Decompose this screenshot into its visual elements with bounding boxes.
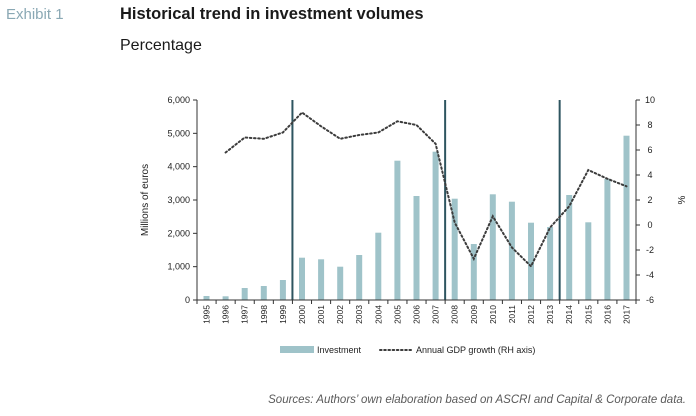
bar-2006 [413, 196, 420, 300]
x-tick-label: 2007 [431, 305, 441, 324]
chart-title: Historical trend in investment volumes [120, 5, 424, 23]
x-tick-label: 2015 [583, 305, 593, 324]
left-tick-label: 1,000 [167, 262, 190, 272]
legend-investment-swatch [280, 346, 314, 353]
x-tick-label: 2008 [450, 305, 460, 324]
bar-1998 [260, 286, 267, 300]
bar-2004 [375, 232, 382, 300]
bar-2005 [394, 160, 401, 300]
x-tick-label: 2014 [564, 305, 574, 324]
bar-2002 [337, 266, 344, 300]
bar-2011 [508, 201, 515, 300]
right-tick-label: 2 [647, 195, 652, 205]
chart-subtitle: Percentage [120, 37, 202, 54]
bar-1997 [241, 288, 248, 300]
gdp-growth-line [224, 111, 628, 268]
left-tick-label: 3,000 [167, 195, 190, 205]
bar-1999 [279, 280, 286, 300]
right-tick-label: 6 [647, 145, 652, 155]
bar-2012 [528, 222, 534, 300]
x-tick-label: 2017 [621, 305, 631, 324]
investment-chart: 0 1,000 2,000 3,000 4,000 5,000 6,000 -6 -4 -2 0 2 4… [140, 95, 688, 355]
right-tick-label: -6 [646, 295, 654, 305]
right-tick-label: -2 [646, 245, 654, 255]
exhibit-label: Exhibit 1 [6, 6, 64, 23]
right-tick-label: 0 [647, 220, 652, 230]
left-tick-label: 5,000 [167, 128, 190, 138]
x-tick-label: 1995 [202, 305, 212, 324]
left-tick-label: 0 [185, 295, 190, 305]
right-tick-label: 8 [647, 120, 652, 130]
x-tick-label: 2010 [488, 305, 498, 324]
bar-2007 [432, 151, 439, 300]
x-tick-label: 1997 [240, 305, 250, 324]
x-tick-label: 2009 [469, 305, 479, 324]
x-tick-label: 2016 [602, 305, 612, 324]
x-tick-label: 2001 [316, 305, 326, 324]
source-note: Sources: Authors’ own elaboration based … [268, 394, 686, 406]
x-tick-label: 2012 [526, 305, 536, 324]
bar-2017 [623, 135, 630, 300]
bar-1995 [203, 296, 210, 300]
x-tick-label: 2002 [335, 305, 345, 324]
bar-2008 [451, 198, 458, 300]
x-tick-label: 2013 [545, 305, 555, 324]
left-tick-label: 2,000 [167, 228, 190, 238]
left-tick-label: 6,000 [167, 95, 190, 105]
bar-2009 [470, 244, 477, 300]
bar-2000 [299, 257, 305, 300]
x-tick-label: 1999 [278, 305, 288, 324]
bar-2001 [318, 259, 325, 300]
x-tick-label: 1996 [221, 305, 231, 324]
x-tick-label: 2004 [373, 305, 383, 324]
left-axis-title: Millions of euros [140, 164, 151, 236]
x-tick-label: 2003 [354, 305, 364, 324]
bar-2003 [356, 255, 363, 300]
right-tick-label: -4 [646, 270, 654, 280]
bar-2014 [566, 195, 573, 300]
left-tick-label: 4,000 [167, 162, 190, 172]
bar-2015 [585, 222, 592, 300]
bar-2013 [547, 227, 554, 300]
legend-investment-label: Investment [317, 345, 362, 355]
right-axis-title: % [677, 195, 688, 204]
x-tick-label: 2000 [297, 305, 307, 324]
bar-2016 [604, 178, 611, 300]
bar-1996 [222, 296, 229, 300]
right-tick-label: 10 [645, 95, 655, 105]
right-tick-label: 4 [647, 170, 652, 180]
bar-2010 [489, 194, 496, 300]
x-tick-label: 2005 [392, 305, 402, 324]
x-tick-label: 1998 [259, 305, 269, 324]
x-tick-label: 2011 [507, 305, 517, 324]
x-tick-label: 2006 [412, 305, 422, 324]
legend-gdp-label: Annual GDP growth (RH axis) [416, 345, 535, 355]
